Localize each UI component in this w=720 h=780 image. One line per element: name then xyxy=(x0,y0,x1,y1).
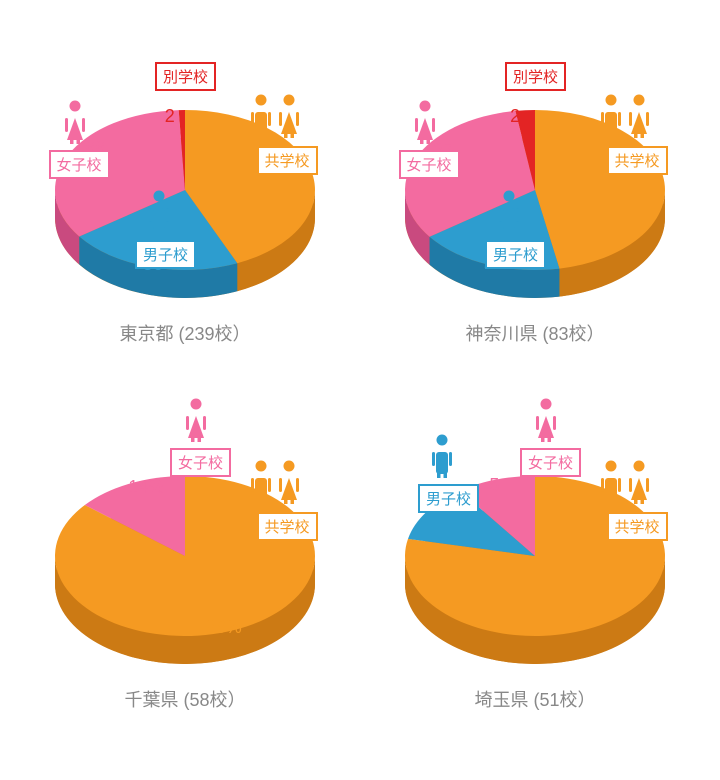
slice-label-boys: 男子校 xyxy=(418,484,479,513)
slice-label-coed: 共学校 xyxy=(607,512,668,541)
pie-chart: 86% 共学校 14% 女子校 千葉県 (58校） xyxy=(20,386,350,712)
slice-value-other: 2 xyxy=(510,106,520,127)
slice-label-girls: 女子校 xyxy=(520,448,581,477)
slice-label-girls: 女子校 xyxy=(170,448,231,477)
slice-value-girls: 14% xyxy=(128,477,164,498)
slice-value-other: 2 xyxy=(165,106,175,127)
charts-grid: 112共学校56男子校88女子校2別学校 東京都 (239校） 39共学校15男… xyxy=(20,20,700,712)
slice-label-coed: 共学校 xyxy=(257,512,318,541)
slice-label-other: 別学校 xyxy=(505,62,566,91)
girls-icon xyxy=(413,100,437,144)
slice-label-boys: 男子校 xyxy=(485,240,546,269)
chart-caption: 神奈川県 (83校） xyxy=(465,320,604,346)
pie-canvas: 86% 共学校 14% 女子校 xyxy=(25,386,345,676)
girls-icon xyxy=(63,100,87,144)
chart-caption: 東京都 (239校） xyxy=(119,320,250,346)
pie-canvas: 40共学校6男子校5女子校 xyxy=(375,386,695,676)
coed-icon xyxy=(599,94,651,138)
pie-canvas: 39共学校15男子校27女子校2別学校 xyxy=(375,20,695,310)
pie-chart: 40共学校6男子校5女子校 埼玉県 (51校） xyxy=(370,386,700,712)
girls-icon xyxy=(534,398,558,442)
boys-icon xyxy=(430,434,454,478)
pie-chart: 112共学校56男子校88女子校2別学校 東京都 (239校） xyxy=(20,20,350,346)
slice-label-girls: 女子校 xyxy=(399,150,460,179)
chart-caption: 埼玉県 (51校） xyxy=(474,686,595,712)
pie-chart: 39共学校15男子校27女子校2別学校 神奈川県 (83校） xyxy=(370,20,700,346)
slice-value-coed: 86% xyxy=(206,617,242,638)
slice-label-other: 別学校 xyxy=(155,62,216,91)
slice-label-coed: 共学校 xyxy=(257,146,318,175)
coed-icon xyxy=(249,460,301,504)
boys-icon xyxy=(497,190,521,234)
slice-value-girls: 5 xyxy=(489,475,499,496)
coed-icon xyxy=(599,460,651,504)
boys-icon xyxy=(147,190,171,234)
coed-icon xyxy=(249,94,301,138)
slice-label-boys: 男子校 xyxy=(135,240,196,269)
pie-canvas: 112共学校56男子校88女子校2別学校 xyxy=(25,20,345,310)
slice-value-coed: 40 xyxy=(574,610,594,631)
girls-icon xyxy=(184,398,208,442)
slice-label-girls: 女子校 xyxy=(49,150,110,179)
slice-label-coed: 共学校 xyxy=(607,146,668,175)
chart-caption: 千葉県 (58校） xyxy=(124,686,245,712)
